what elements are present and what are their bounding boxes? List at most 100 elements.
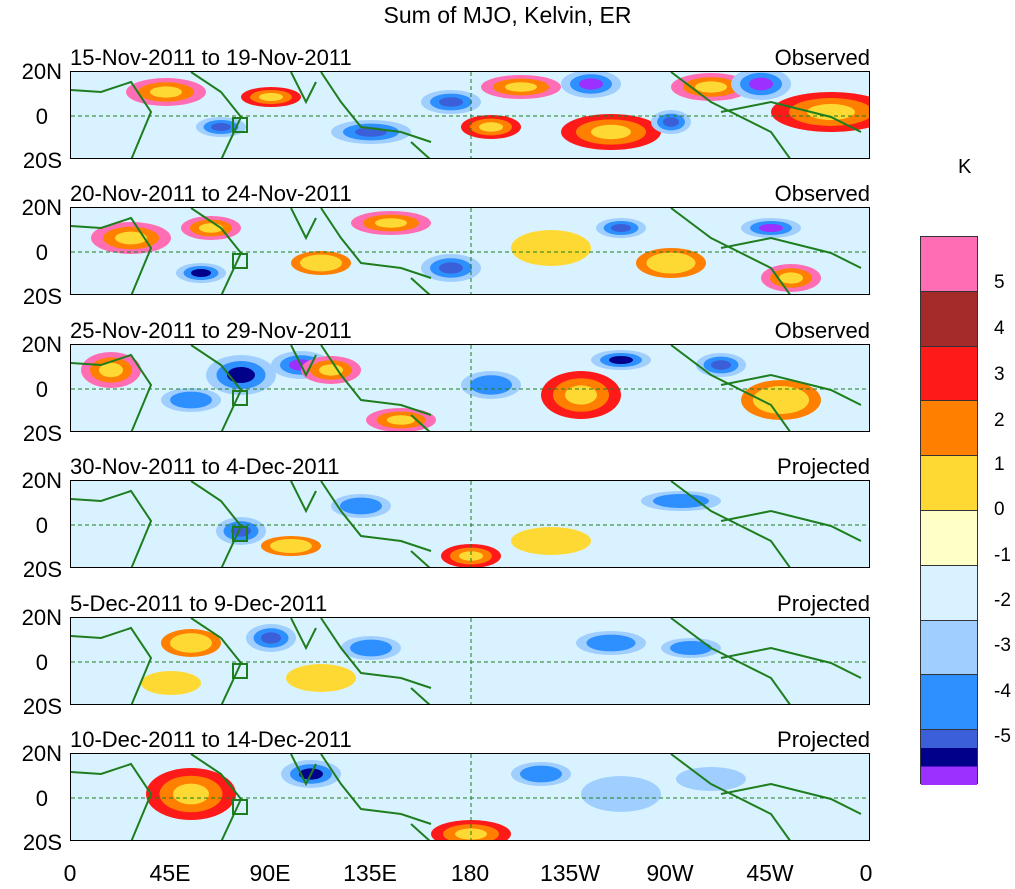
legend-swatch <box>921 346 977 402</box>
figure-title: Sum of MJO, Kelvin, ER <box>383 2 632 28</box>
anomaly-region <box>609 356 633 364</box>
anomaly-region <box>520 765 562 783</box>
coastline <box>290 481 317 514</box>
anomaly-region <box>579 78 603 90</box>
map-panel-2: 20-Nov-2011 to 24-Nov-2011 Observed 20N … <box>0 180 900 316</box>
coastline <box>190 208 243 294</box>
anomaly-region <box>439 97 463 107</box>
panel-status: Projected <box>777 591 870 616</box>
coastline <box>670 481 791 567</box>
anomaly-region <box>779 272 803 284</box>
coastline <box>190 754 243 840</box>
lat-label-20n: 20N <box>21 195 62 220</box>
lat-label-20s: 20S <box>22 284 62 309</box>
lat-label-20s: 20S <box>22 148 62 173</box>
anomaly-map <box>70 344 870 432</box>
coastline <box>720 100 862 133</box>
coastline <box>410 550 431 567</box>
region-box <box>232 117 248 133</box>
panel-date-range: 25-Nov-2011 to 29-Nov-2011 <box>70 318 352 343</box>
region-box <box>232 799 248 815</box>
panel-date-range: 30-Nov-2011 to 4-Dec-2011 <box>70 454 340 479</box>
lon-label: 135W <box>539 860 601 886</box>
legend-swatch <box>921 510 977 566</box>
anomaly-region <box>170 391 212 409</box>
lon-label: 180 <box>450 860 490 886</box>
panel-date-range: 15-Nov-2011 to 19-Nov-2011 <box>70 45 352 70</box>
legend-label: 3 <box>994 364 1005 385</box>
anomaly-region <box>646 252 696 274</box>
coastline <box>320 618 432 689</box>
lat-label-0: 0 <box>35 786 48 811</box>
lat-label-0: 0 <box>35 513 48 538</box>
coastline <box>320 345 432 416</box>
coastline <box>190 345 243 431</box>
map-panel-3: 25-Nov-2011 to 29-Nov-2011 Observed 20N … <box>0 317 900 453</box>
panel-date-range: 20-Nov-2011 to 24-Nov-2011 <box>70 181 352 206</box>
legend-swatch <box>921 675 977 731</box>
lat-label-20s: 20S <box>22 421 62 446</box>
lon-label: 90W <box>646 860 694 886</box>
panel-status: Projected <box>777 727 870 752</box>
anomaly-region <box>711 360 731 370</box>
legend-label: 2 <box>994 410 1005 431</box>
anomaly-region <box>670 641 712 655</box>
coastline <box>720 509 862 542</box>
lon-label: 45E <box>149 860 191 886</box>
panel-status: Observed <box>774 181 870 206</box>
anomaly-region <box>511 527 591 555</box>
coastline <box>71 216 153 294</box>
map-panel-4: 30-Nov-2011 to 4-Dec-2011 Projected 20N … <box>0 453 900 589</box>
coastline <box>720 646 862 679</box>
anomaly-region <box>270 539 312 553</box>
coastline <box>320 72 432 143</box>
anomaly-map <box>70 207 870 295</box>
coastline <box>670 618 791 704</box>
anomaly-region <box>170 633 212 653</box>
legend-swatch <box>921 620 977 676</box>
coastline <box>670 754 791 840</box>
anomaly-region <box>663 117 679 127</box>
legend-swatch <box>921 456 977 511</box>
lat-label-20s: 20S <box>22 830 62 855</box>
anomaly-region <box>459 551 483 561</box>
anomaly-region <box>586 634 636 652</box>
legend-swatch <box>921 401 977 457</box>
anomaly-map <box>70 480 870 568</box>
panel-status: Observed <box>774 318 870 343</box>
legend-swatch <box>921 291 977 347</box>
coastline <box>410 277 431 294</box>
lat-label-20n: 20N <box>21 741 62 766</box>
anomaly-region <box>479 122 503 132</box>
anomaly-region <box>259 93 283 101</box>
map-panel-1: 15-Nov-2011 to 19-Nov-2011 Observed 20N … <box>0 44 900 180</box>
coastline <box>320 208 432 279</box>
anomaly-region <box>141 671 201 695</box>
lat-label-20n: 20N <box>21 468 62 493</box>
coastline <box>720 782 862 815</box>
region-box <box>232 526 248 542</box>
panel-status: Projected <box>777 454 870 479</box>
coastline <box>71 80 153 158</box>
region-box <box>232 390 248 406</box>
anomaly-region <box>99 362 123 378</box>
lat-label-0: 0 <box>35 104 48 129</box>
anomaly-region <box>375 218 407 228</box>
coastline <box>290 208 317 241</box>
legend-label: -5 <box>994 726 1011 747</box>
coastline <box>720 373 862 406</box>
anomaly-region <box>439 262 463 274</box>
lat-label-20s: 20S <box>22 557 62 582</box>
anomaly-region <box>191 269 211 277</box>
anomaly-region <box>653 494 709 508</box>
anomaly-region <box>300 254 342 272</box>
lon-label: 135E <box>343 860 397 886</box>
anomaly-region <box>350 639 392 657</box>
legend-label: 1 <box>994 454 1005 475</box>
anomaly-region <box>676 767 746 791</box>
anomaly-region <box>261 632 281 644</box>
anomaly-region <box>340 497 382 515</box>
legend-label: -3 <box>994 635 1011 656</box>
panel-date-range: 5-Dec-2011 to 9-Dec-2011 <box>70 591 328 616</box>
color-legend <box>920 236 978 785</box>
